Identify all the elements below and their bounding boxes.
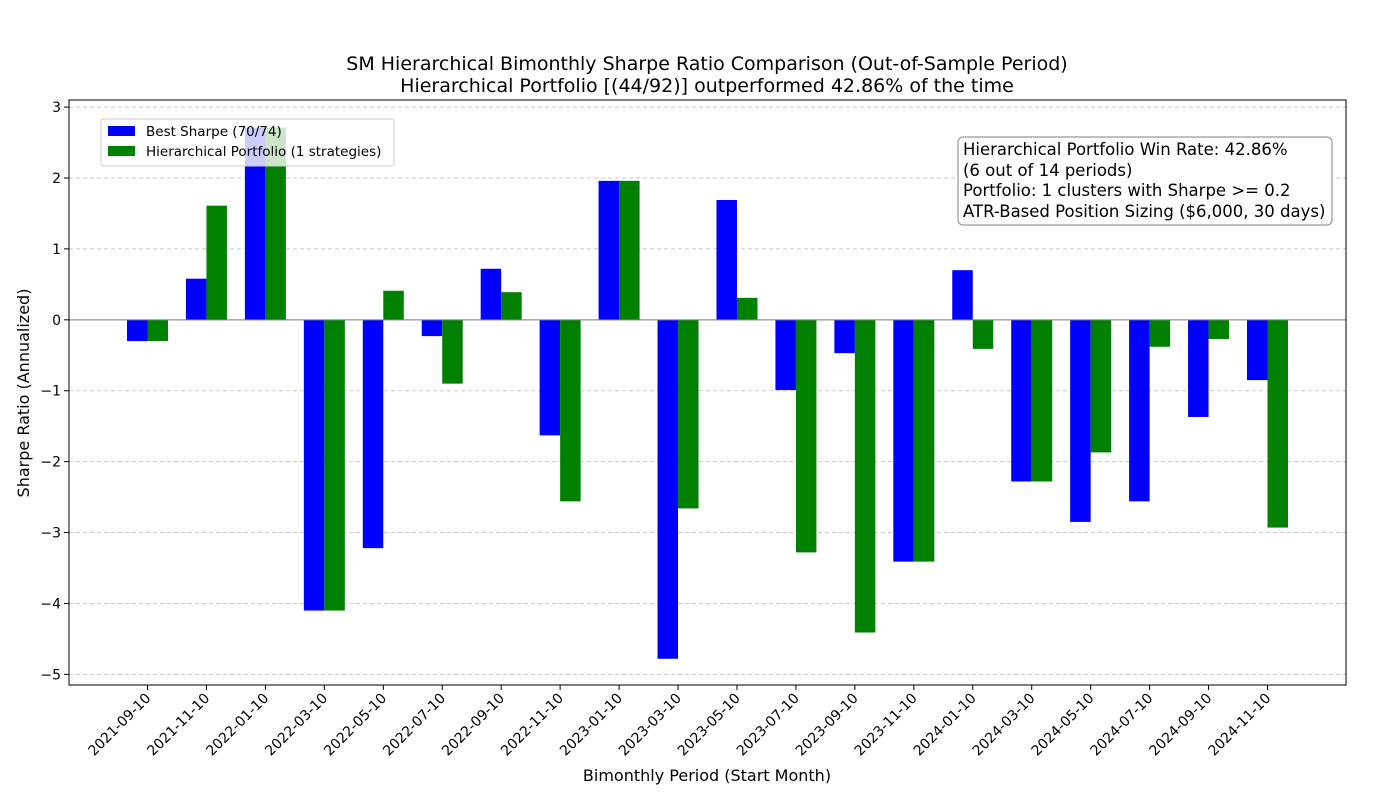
bar-hierarchical-2022-01-10 — [265, 127, 286, 320]
y-tick-label: 3 — [52, 100, 61, 116]
bar-hierarchical-2022-07-10 — [442, 319, 463, 384]
plot-area-frame — [68, 99, 1347, 686]
bar-hierarchical-2024-03-10 — [1031, 319, 1053, 482]
bar-best-sharpe-2023-01-10 — [598, 180, 620, 320]
bar-hierarchical-2022-09-10 — [501, 292, 522, 320]
legend-swatch-hierarchical — [108, 146, 135, 156]
bar-best-sharpe-2022-09-10 — [480, 268, 502, 320]
bar-hierarchical-2023-05-10 — [736, 297, 758, 320]
y-axis-label: Sharpe Ratio (Annualized) — [14, 289, 33, 498]
bar-best-sharpe-2024-05-10 — [1070, 319, 1091, 522]
y-tick-label: 2 — [52, 171, 61, 187]
bar-best-sharpe-2022-03-10 — [303, 319, 325, 611]
bar-hierarchical-2022-05-10 — [383, 290, 404, 320]
info-line-periods: (6 out of 14 periods) — [963, 161, 1132, 180]
y-tick-label: −5 — [40, 667, 61, 683]
bar-hierarchical-2021-09-10 — [147, 319, 168, 342]
chart-subtitle: Hierarchical Portfolio [(44/92)] outperf… — [400, 75, 1014, 97]
bar-best-sharpe-2023-05-10 — [716, 199, 737, 320]
bar-hierarchical-2023-01-10 — [619, 180, 640, 320]
y-tick-label: −3 — [40, 526, 61, 542]
bar-hierarchical-2024-05-10 — [1090, 319, 1112, 453]
bar-hierarchical-2022-03-10 — [324, 319, 345, 611]
bar-best-sharpe-2022-05-10 — [362, 319, 384, 549]
chart-title: SM Hierarchical Bimonthly Sharpe Ratio C… — [346, 53, 1067, 75]
bar-hierarchical-2023-11-10 — [913, 319, 935, 562]
bar-best-sharpe-2022-01-10 — [244, 127, 266, 320]
bar-hierarchical-2024-07-10 — [1149, 319, 1171, 347]
bar-best-sharpe-2024-07-10 — [1129, 319, 1150, 502]
legend-label-best-sharpe: Best Sharpe (70/74) — [146, 124, 282, 140]
bar-hierarchical-2023-07-10 — [795, 319, 817, 553]
bars — [127, 127, 1288, 659]
bar-best-sharpe-2024-03-10 — [1011, 319, 1032, 482]
info-box: Hierarchical Portfolio Win Rate: 42.86% … — [957, 136, 1333, 226]
info-box-frame — [957, 136, 1333, 226]
info-line-position-sizing: ATR-Based Position Sizing ($6,000, 30 da… — [963, 202, 1325, 221]
bar-best-sharpe-2024-01-10 — [952, 270, 973, 320]
bar-best-sharpe-2023-11-10 — [893, 319, 914, 562]
bar-hierarchical-2021-11-10 — [206, 205, 227, 320]
bar-best-sharpe-2021-11-10 — [185, 278, 207, 320]
bar-hierarchical-2023-09-10 — [854, 319, 876, 633]
y-axis-ticks: 3 2 1 0 −1 −2 −3 −4 −5 — [40, 100, 69, 683]
bar-best-sharpe-2023-03-10 — [657, 319, 679, 659]
legend-swatch-best-sharpe — [108, 126, 135, 136]
bar-hierarchical-2022-11-10 — [560, 319, 581, 502]
legend: Best Sharpe (70/74) Hierarchical Portfol… — [100, 118, 395, 167]
y-tick-label: 0 — [52, 313, 61, 329]
y-tick-label: −4 — [40, 596, 61, 612]
info-line-portfolio: Portfolio: 1 clusters with Sharpe >= 0.2 — [963, 181, 1290, 200]
x-axis-label: Bimonthly Period (Start Month) — [583, 766, 831, 785]
bar-best-sharpe-2022-07-10 — [421, 319, 443, 337]
legend-box — [100, 118, 395, 167]
bar-best-sharpe-2022-11-10 — [539, 319, 561, 436]
bar-hierarchical-2024-11-10 — [1267, 319, 1288, 528]
bar-hierarchical-2023-03-10 — [678, 319, 699, 509]
bar-best-sharpe-2023-07-10 — [775, 319, 796, 391]
y-tick-label: −2 — [40, 455, 61, 471]
bar-best-sharpe-2024-09-10 — [1188, 319, 1209, 417]
bar-hierarchical-2024-09-10 — [1208, 319, 1230, 339]
info-line-win-rate: Hierarchical Portfolio Win Rate: 42.86% — [963, 140, 1288, 159]
bar-best-sharpe-2021-09-10 — [127, 319, 148, 342]
y-tick-label: −1 — [40, 384, 61, 400]
bar-hierarchical-2024-01-10 — [972, 319, 994, 349]
bar-best-sharpe-2023-09-10 — [834, 319, 855, 354]
y-tick-label: 1 — [52, 242, 61, 258]
bar-best-sharpe-2024-11-10 — [1247, 319, 1268, 381]
legend-label-hierarchical: Hierarchical Portfolio (1 strategies) — [146, 144, 381, 160]
